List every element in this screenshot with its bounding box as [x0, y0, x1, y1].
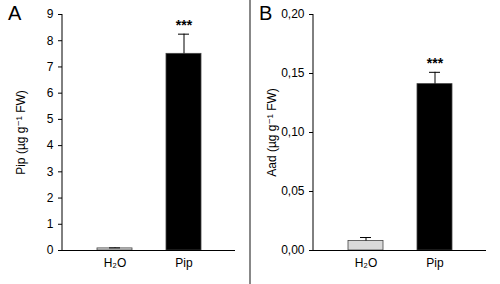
svg-text:Pip (µg g⁻¹ FW): Pip (µg g⁻¹ FW) — [14, 90, 28, 175]
svg-text:0,10: 0,10 — [281, 125, 305, 139]
svg-text:H₂O: H₂O — [104, 256, 127, 270]
svg-text:6: 6 — [47, 86, 54, 100]
svg-text:2: 2 — [47, 191, 54, 205]
svg-text:Aad (µg g⁻¹ FW): Aad (µg g⁻¹ FW) — [265, 88, 279, 177]
svg-text:3: 3 — [47, 165, 54, 179]
svg-text:5: 5 — [47, 112, 54, 126]
svg-text:H₂O: H₂O — [355, 256, 378, 270]
svg-text:0,05: 0,05 — [281, 184, 305, 198]
html-text:A: A — [8, 2, 22, 24]
svg-text:***: *** — [427, 55, 444, 71]
html-text:B: B — [259, 2, 273, 24]
svg-text:0,00: 0,00 — [281, 243, 305, 257]
svg-text:0,20: 0,20 — [281, 7, 305, 21]
svg-text:7: 7 — [47, 60, 54, 74]
svg-text:0,15: 0,15 — [281, 66, 305, 80]
svg-text:***: *** — [176, 17, 193, 33]
svg-text:Pip: Pip — [175, 256, 193, 270]
svg-text:0: 0 — [47, 243, 54, 257]
svg-text:Pip: Pip — [426, 256, 444, 270]
svg-text:8: 8 — [47, 34, 54, 48]
svg-text:9: 9 — [47, 7, 54, 21]
svg-text:1: 1 — [47, 217, 54, 231]
svg-text:4: 4 — [47, 138, 54, 152]
